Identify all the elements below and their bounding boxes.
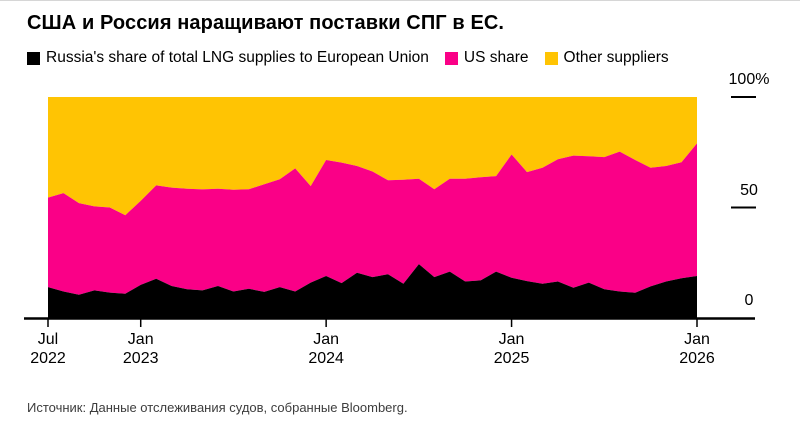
- x-axis-label-jan-2024: Jan 2024: [286, 330, 366, 368]
- legend-label-russia: Russia's share of total LNG supplies to …: [46, 49, 429, 66]
- x-axis-month: Jan: [127, 331, 154, 348]
- y-axis-label-0: 0: [744, 292, 754, 309]
- x-axis-ticks: [47, 318, 698, 327]
- legend-label-us: US share: [463, 49, 529, 66]
- x-axis-month: Jan: [313, 331, 340, 348]
- us-legend-swatch-icon: [444, 51, 458, 65]
- legend-label-other: Other suppliers: [563, 49, 669, 66]
- us-share-area: [48, 143, 697, 295]
- x-axis-month: Jul: [37, 331, 59, 348]
- x-axis-month: Jan: [684, 331, 710, 348]
- x-axis-year: 2024: [308, 350, 344, 367]
- chart-title: США и Россия наращивают поставки СПГ в Е…: [27, 12, 505, 34]
- legend-item-russia: Russia's share of total LNG supplies to …: [27, 49, 429, 67]
- legend-item-us: US share: [444, 49, 529, 67]
- x-axis-month: Jan: [498, 331, 525, 348]
- source-note: Источник: Данные отслеживания судов, соб…: [27, 400, 408, 415]
- russia-legend-swatch-icon: [27, 51, 40, 65]
- x-axis-year: 2023: [122, 350, 159, 367]
- y-axis-label-50: 50: [740, 181, 758, 199]
- russia-share-area: [48, 264, 697, 318]
- other-legend-swatch-icon: [544, 51, 558, 65]
- x-axis-year: 2022: [30, 350, 66, 367]
- x-axis-label-jan-2026: Jan 2026: [657, 330, 737, 368]
- legend-item-other: Other suppliers: [544, 49, 669, 67]
- other-suppliers-area: [48, 97, 697, 216]
- chart-legend: Russia's share of total LNG supplies to …: [27, 49, 669, 67]
- x-axis-label-jan-2025: Jan 2025: [472, 330, 552, 368]
- x-axis-label-jul-2022: Jul 2022: [8, 330, 88, 368]
- x-axis-year: 2026: [679, 350, 715, 367]
- x-axis-label-jan-2023: Jan 2023: [101, 330, 181, 368]
- y-axis-ticks: [731, 96, 756, 209]
- x-axis-year: 2025: [493, 350, 530, 367]
- y-axis-label-100: 100%: [728, 71, 770, 88]
